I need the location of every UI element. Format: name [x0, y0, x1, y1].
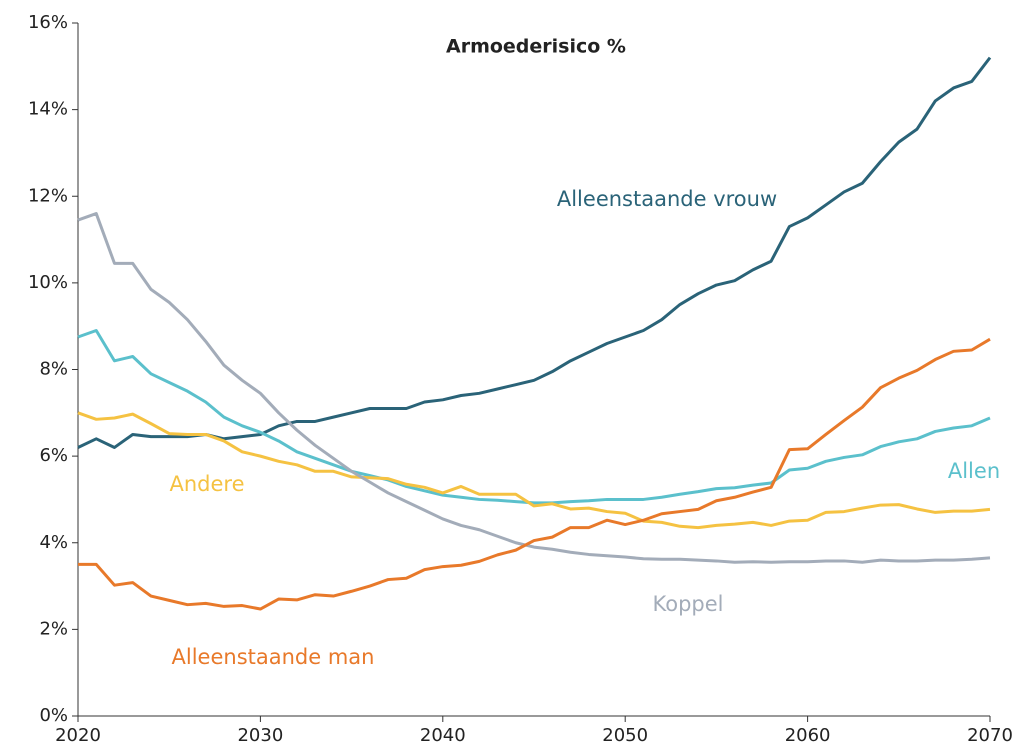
y-tick-label: 0% — [39, 705, 68, 726]
series-line — [78, 337, 991, 611]
series-line — [77, 212, 991, 564]
y-tick-label: 12% — [28, 185, 68, 206]
y-tick-label: 14% — [28, 99, 68, 120]
x-tick-label: 2070 — [967, 725, 1013, 746]
x-tick-label: 2040 — [420, 725, 466, 746]
y-tick-label: 8% — [39, 359, 68, 380]
series-label: Allen — [948, 459, 1000, 483]
series-line — [77, 56, 992, 449]
y-tick-label: 6% — [39, 445, 68, 466]
y-tick-label: 16% — [28, 12, 68, 33]
series-label: Alleenstaande vrouw — [557, 187, 777, 211]
x-tick-label: 2050 — [602, 725, 648, 746]
y-tick-label: 2% — [39, 618, 68, 639]
y-tick-label: 4% — [39, 532, 68, 553]
series-label: Alleenstaande man — [172, 645, 375, 669]
series-line — [77, 329, 991, 505]
chart-title: Armoederisico % — [446, 36, 626, 58]
series-line — [77, 411, 991, 530]
x-tick-label: 2030 — [237, 725, 283, 746]
series-label: Koppel — [653, 592, 724, 616]
series-label: Andere — [169, 472, 244, 496]
x-tick-label: 2020 — [55, 725, 101, 746]
y-tick-label: 10% — [28, 272, 68, 293]
x-tick-label: 2060 — [785, 725, 831, 746]
